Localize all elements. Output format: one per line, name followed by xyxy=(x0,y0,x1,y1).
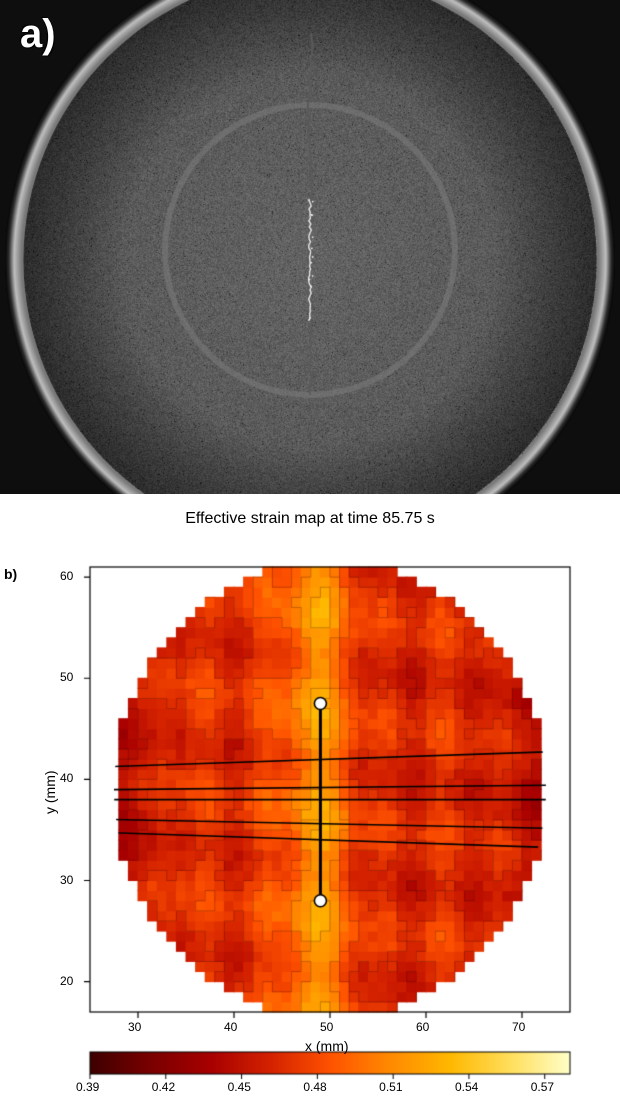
y-axis-label: y (mm) xyxy=(42,770,58,814)
colorbar-tick-label: 0.48 xyxy=(303,1080,326,1094)
subfigure-label-b: b) xyxy=(4,566,17,582)
x-tick-label: 50 xyxy=(320,1020,333,1034)
x-tick-label: 30 xyxy=(128,1020,141,1034)
x-tick-label: 60 xyxy=(416,1020,429,1034)
y-tick-label: 40 xyxy=(60,771,80,785)
y-tick-label: 60 xyxy=(60,569,80,583)
colorbar-tick-label: 0.54 xyxy=(455,1080,478,1094)
panel-a-image xyxy=(0,0,620,494)
panel-b-container: Effective strain map at time 85.75 s b) … xyxy=(0,510,620,1099)
colorbar-tick-label: 0.45 xyxy=(228,1080,251,1094)
y-tick-label: 20 xyxy=(60,974,80,988)
y-tick-label: 30 xyxy=(60,873,80,887)
x-axis-label: x (mm) xyxy=(305,1038,349,1054)
chart-area: b) 30 40 50 60 70 20 30 40 50 60 0.39 0.42 0.45 0.48 0… xyxy=(0,532,620,1092)
y-tick-label: 50 xyxy=(60,670,80,684)
strain-heatmap xyxy=(0,532,620,1092)
colorbar-tick-label: 0.42 xyxy=(152,1080,175,1094)
x-tick-label: 40 xyxy=(224,1020,237,1034)
x-tick-label: 70 xyxy=(512,1020,525,1034)
chart-title: Effective strain map at time 85.75 s xyxy=(0,510,620,528)
subfigure-label-a: a) xyxy=(20,12,56,57)
colorbar-tick-label: 0.51 xyxy=(379,1080,402,1094)
colorbar-tick-label: 0.57 xyxy=(531,1080,554,1094)
colorbar-tick-label: 0.39 xyxy=(76,1080,99,1094)
panel-a-container: a) xyxy=(0,0,620,494)
